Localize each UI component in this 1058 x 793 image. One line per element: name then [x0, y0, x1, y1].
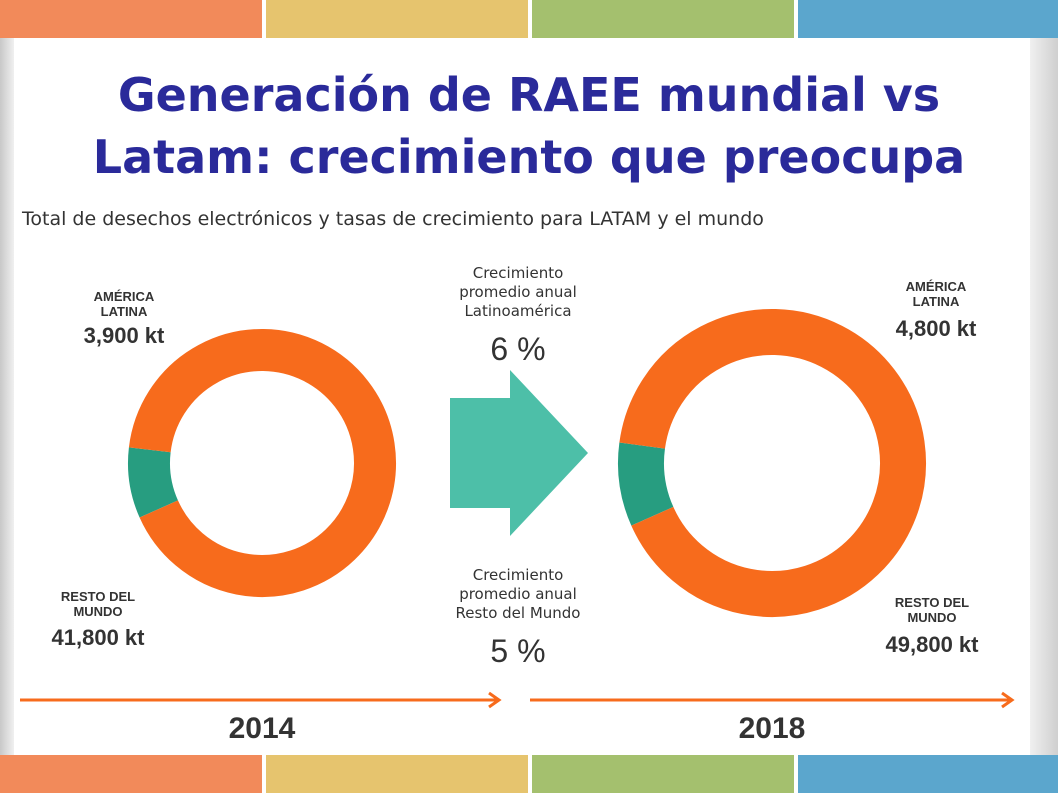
latam-growth-label-line-2: promedio anual — [459, 283, 577, 301]
band-segment-orange — [0, 0, 262, 38]
slide-title: Generación de RAEE mundial vs Latam: cre… — [0, 64, 1058, 188]
latam-growth-value: 6 % — [490, 331, 545, 367]
year-label-2018: 2018 — [739, 712, 806, 745]
rest-growth-value: 5 % — [490, 633, 545, 669]
donut-slice-latam-2018 — [618, 442, 674, 526]
growth-arrow — [450, 370, 588, 536]
rest-label-2018-line-2: MUNDO — [907, 610, 956, 625]
year-label-2014: 2014 — [229, 712, 296, 745]
rest-label-2014-line-1: RESTO DEL — [61, 589, 135, 604]
bottom-color-band — [0, 755, 1058, 793]
rest-growth-label-line-1: Crecimiento — [473, 566, 564, 584]
latam-growth-label-line-3: Latinoamérica — [464, 302, 571, 320]
rest-growth-label-line-2: promedio anual — [459, 585, 577, 603]
donut-slice-latam-2014 — [128, 447, 179, 518]
latam-value-2014: 3,900 kt — [84, 323, 165, 348]
donut-slice-rest-2014 — [128, 329, 396, 597]
rest-value-2014: 41,800 kt — [52, 625, 146, 650]
rest-label-2018-line-1: RESTO DEL — [895, 595, 969, 610]
rest-value-2018: 49,800 kt — [886, 632, 980, 657]
latam-label-2014-line-1: AMÉRICA — [94, 289, 155, 304]
latam-label-2014-line-2: LATINA — [101, 304, 148, 319]
rest-label-2014-line-2: MUNDO — [73, 604, 122, 619]
latam-label-2018-line-1: AMÉRICA — [906, 279, 967, 294]
band-segment-blue — [798, 0, 1058, 38]
latam-label-2018-line-2: LATINA — [913, 294, 960, 309]
slide-title-line-1: Generación de RAEE mundial vs — [117, 68, 941, 122]
timeline-arrowhead-2014 — [488, 691, 502, 709]
donut-chart-2018 — [618, 309, 926, 617]
band-segment-green — [532, 755, 794, 793]
band-segment-yellow — [266, 0, 528, 38]
top-color-band — [0, 0, 1058, 38]
donut-chart-2014 — [128, 329, 396, 597]
timeline-arrowhead-2018 — [1001, 691, 1015, 709]
latam-growth-label-line-1: Crecimiento — [473, 264, 564, 282]
band-segment-blue — [798, 755, 1058, 793]
slide-frame-left — [0, 38, 14, 755]
donut-slice-rest-2018 — [619, 309, 926, 617]
band-segment-orange — [0, 755, 262, 793]
rest-growth-label-line-3: Resto del Mundo — [456, 604, 581, 622]
slide-frame-right — [1030, 38, 1058, 755]
band-segment-green — [532, 0, 794, 38]
slide-title-line-2: Latam: crecimiento que preocupa — [92, 130, 966, 184]
latam-value-2018: 4,800 kt — [896, 316, 977, 341]
chart-subtitle: Total de desechos electrónicos y tasas d… — [22, 208, 764, 230]
band-segment-yellow — [266, 755, 528, 793]
